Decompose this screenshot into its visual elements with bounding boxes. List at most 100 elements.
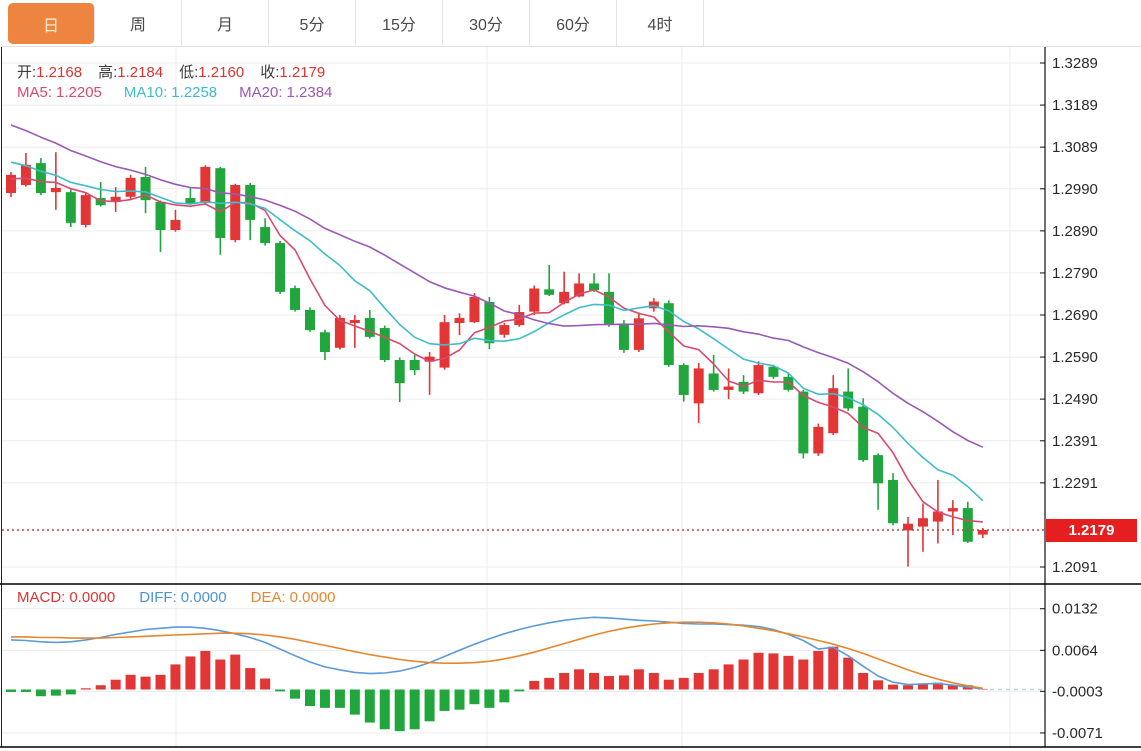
tab-4hour[interactable]: 4时 — [617, 0, 704, 46]
macd-hist-bar — [738, 659, 749, 690]
current-price-tag: 1.2179 — [1046, 519, 1137, 542]
ma10-line — [10, 161, 984, 502]
macd-hist-bar — [230, 654, 241, 690]
candle-body — [693, 368, 704, 404]
macd-hist-bar — [633, 669, 644, 690]
macd-hist-bar — [125, 674, 136, 690]
ohlc-readout: 开:1.2168 高:1.2184 低:1.2160 收:1.2179 — [17, 61, 341, 82]
tab-60min[interactable]: 60分 — [530, 0, 617, 46]
price-axis-label: 1.3189 — [1052, 97, 1098, 114]
price-axis-label: 1.2890 — [1052, 223, 1098, 240]
macd-hist-bar — [768, 653, 779, 690]
price-axis-label: 1.2091 — [1052, 559, 1098, 576]
macd-hist-bar — [858, 672, 869, 690]
macd-hist-bar — [80, 688, 91, 690]
macd-hist-bar — [947, 685, 958, 690]
tab-day[interactable]: 日 — [8, 3, 95, 44]
macd-hist-bar — [544, 677, 555, 690]
tab-month[interactable]: 月 — [182, 0, 269, 46]
macd-axis-label: 0.0132 — [1052, 601, 1098, 618]
candle-body — [932, 511, 943, 522]
candle-body — [947, 508, 958, 512]
low-value: 1.2160 — [198, 64, 245, 81]
open-label: 开: — [17, 64, 37, 81]
candle-body — [349, 320, 360, 323]
candle-body — [20, 164, 31, 186]
candle-body — [305, 309, 315, 331]
macd-hist-bar — [260, 678, 271, 690]
candle-body — [544, 289, 555, 295]
candle-body — [529, 288, 540, 312]
macd-hist-bar — [529, 680, 540, 690]
macd-hist-bar — [828, 646, 839, 690]
open-value: 1.2168 — [36, 64, 83, 81]
diff-value-readout: DIFF: 0.0000 — [139, 589, 227, 606]
macd-hist-bar — [334, 689, 345, 708]
macd-hist-bar — [6, 689, 16, 692]
candle-body — [6, 174, 16, 193]
candle-body — [379, 328, 390, 361]
close-value: 1.2179 — [279, 64, 326, 81]
macd-hist-bar — [484, 689, 495, 708]
macd-hist-bar — [319, 689, 330, 708]
candle-body — [828, 388, 839, 434]
candle-body — [903, 523, 913, 531]
macd-hist-bar — [275, 689, 286, 692]
macd-hist-bar — [170, 664, 181, 690]
macd-hist-bar — [110, 679, 121, 690]
candle-body — [633, 318, 644, 350]
candle-body — [962, 508, 973, 542]
ma5-line — [10, 177, 983, 523]
candle-body — [230, 185, 241, 241]
candle-body — [125, 177, 136, 197]
macd-hist-bar — [439, 689, 450, 711]
tab-5min[interactable]: 5分 — [269, 0, 356, 46]
candle-body — [334, 317, 345, 348]
macd-hist-bar — [514, 689, 525, 692]
candle-body — [275, 243, 286, 292]
high-label: 高: — [98, 64, 118, 81]
macd-hist-bar — [155, 674, 166, 690]
macd-hist-bar — [305, 689, 315, 707]
candle-body — [364, 317, 375, 337]
macd-hist-bar — [798, 659, 809, 690]
candle-body — [798, 391, 809, 454]
tab-30min[interactable]: 30分 — [443, 0, 530, 46]
macd-hist-bar — [723, 664, 734, 690]
macd-hist-bar — [95, 685, 106, 690]
timeframe-tabbar: 日周月 5分 15分 30分 60分 4时 — [0, 0, 1141, 47]
tab-week[interactable]: 周 — [95, 0, 182, 46]
macd-axis-label: -0.0071 — [1052, 725, 1103, 742]
candle-body — [663, 303, 674, 366]
candle-body — [783, 376, 794, 390]
candle-body — [484, 301, 495, 344]
dea-value-readout: DEA: 0.0000 — [250, 589, 336, 606]
macd-hist-bar — [604, 676, 614, 690]
price-axis-label: 1.3289 — [1052, 55, 1098, 72]
macd-hist-bar — [873, 680, 884, 690]
macd-hist-bar — [589, 672, 600, 690]
candle-body — [185, 198, 196, 204]
macd-hist-bar — [783, 655, 794, 690]
candle-body — [260, 227, 271, 244]
macd-hist-bar — [499, 689, 510, 703]
macd-hist-bar — [888, 684, 899, 690]
tab-15min[interactable]: 15分 — [356, 0, 443, 46]
price-axis-label: 1.2391 — [1052, 433, 1098, 450]
macd-hist-bar — [843, 657, 854, 690]
candle-body — [50, 187, 61, 193]
macd-hist-bar — [618, 675, 629, 690]
macd-hist-bar — [290, 689, 301, 699]
candle-body — [80, 195, 91, 225]
macd-hist-bar — [364, 689, 375, 723]
candle-body — [708, 373, 719, 390]
candle-body — [140, 177, 151, 201]
macd-value-readout: MACD: 0.0000 — [17, 589, 116, 606]
macd-hist-bar — [559, 672, 570, 690]
candle-body — [290, 288, 301, 310]
candle-body — [469, 296, 480, 323]
macd-hist-bar — [574, 669, 585, 690]
dea-line — [11, 621, 983, 690]
candle-body — [170, 219, 181, 231]
macd-hist-bar — [215, 659, 226, 690]
